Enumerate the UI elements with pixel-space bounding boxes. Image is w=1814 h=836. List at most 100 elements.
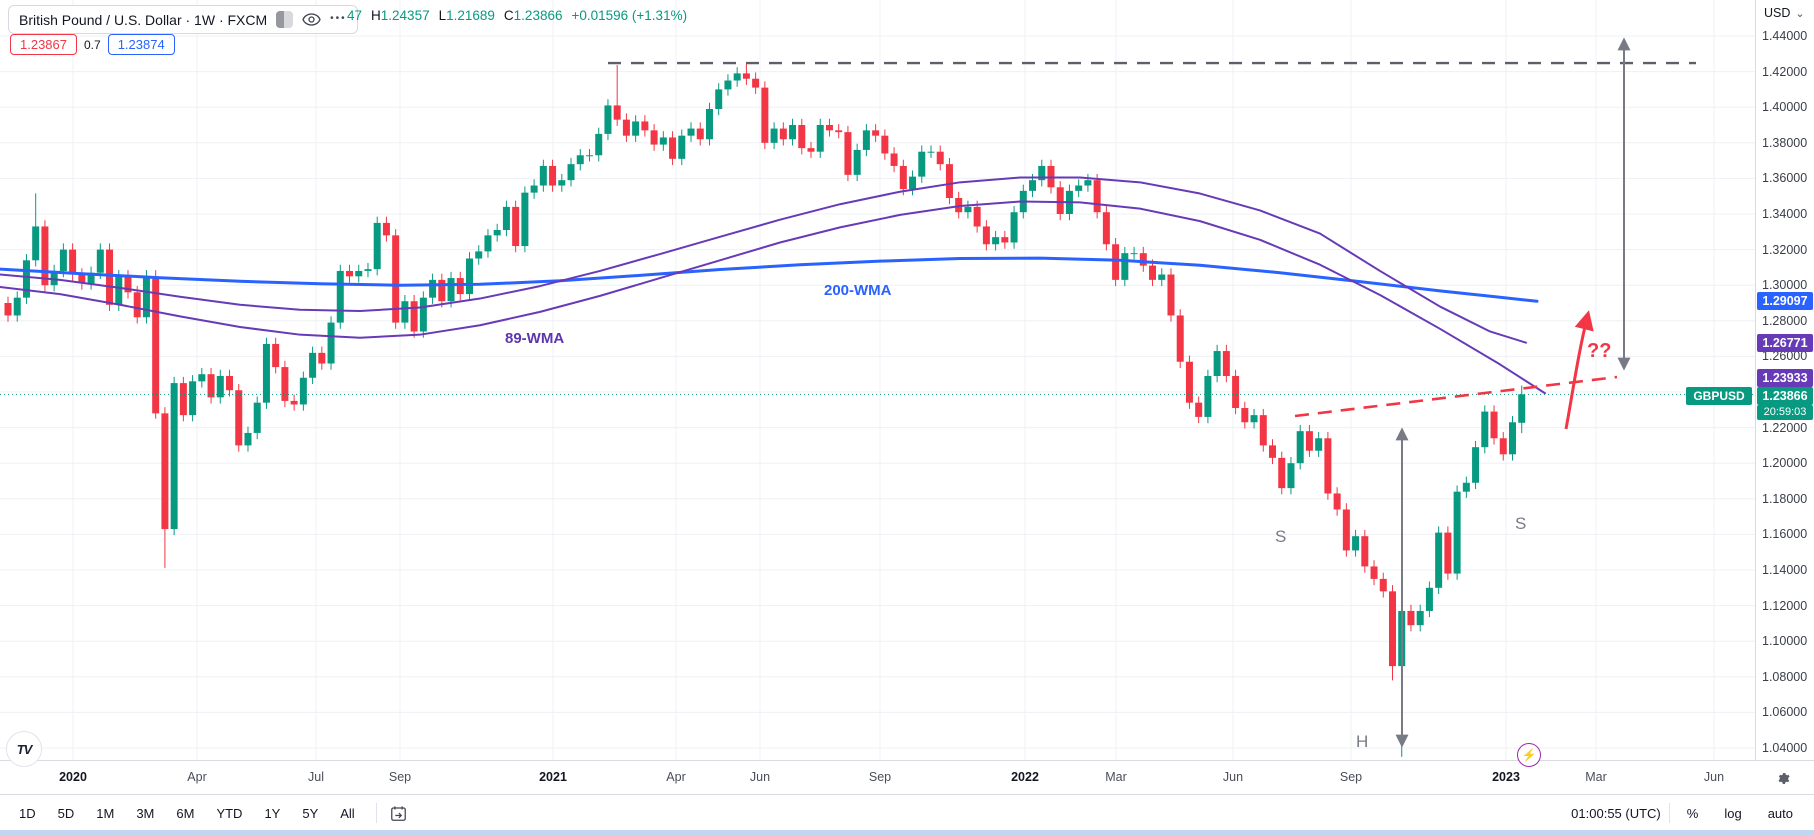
- price-tick: 1.32000: [1762, 242, 1808, 257]
- ma-text-label[interactable]: 89-WMA: [505, 330, 565, 347]
- ohlc-readout: 47 H1.24357 L1.21689 C1.23866 +0.01596 (+1…: [347, 8, 687, 23]
- range-button-All[interactable]: All: [340, 805, 355, 821]
- time-label-Sep[interactable]: Sep: [1339, 770, 1363, 784]
- range-button-1M[interactable]: 1M: [96, 805, 115, 821]
- candle-body: [752, 78, 760, 88]
- ma-line-89-WMA-upper[interactable]: [0, 176, 1527, 344]
- candle-body: [401, 301, 409, 323]
- candle-body: [1315, 438, 1323, 451]
- candle-body: [161, 413, 169, 530]
- eye-icon[interactable]: [302, 13, 321, 26]
- go-to-date-icon[interactable]: [389, 804, 408, 823]
- price-tick: 1.36000: [1762, 171, 1808, 186]
- hs-pattern-label-S[interactable]: S: [1275, 527, 1287, 546]
- symbol-title[interactable]: British Pound / U.S. Dollar · 1W · FXCM: [19, 11, 268, 28]
- time-label-Mar[interactable]: Mar: [1585, 770, 1607, 784]
- candle-body: [936, 151, 944, 165]
- time-label-Apr[interactable]: Apr: [187, 770, 207, 784]
- candlestick-chart[interactable]: [0, 0, 1755, 760]
- scale-button-%[interactable]: %: [1686, 805, 1699, 821]
- time-label-2022[interactable]: 2022: [1011, 770, 1039, 784]
- candle-body: [87, 272, 95, 284]
- more-options-icon[interactable]: •••: [330, 13, 347, 24]
- time-label-Apr[interactable]: Apr: [666, 770, 686, 784]
- sell-button[interactable]: 1.23867: [10, 34, 77, 55]
- scale-button-log[interactable]: log: [1724, 805, 1742, 821]
- time-label-2021[interactable]: 2021: [539, 770, 567, 784]
- candle-body: [244, 432, 252, 446]
- candle-body: [235, 390, 243, 446]
- time-label-Jun[interactable]: Jun: [1703, 770, 1725, 784]
- time-label-Sep[interactable]: Sep: [868, 770, 892, 784]
- ma-line-200-WMA[interactable]: [0, 256, 1539, 303]
- candle-body: [493, 230, 501, 236]
- range-button-5D[interactable]: 5D: [57, 805, 75, 821]
- candle-body: [262, 343, 270, 403]
- time-label-Mar[interactable]: Mar: [1105, 770, 1127, 784]
- time-label-Jul[interactable]: Jul: [308, 770, 324, 784]
- price-tick: 1.08000: [1762, 669, 1808, 684]
- ma-text-label[interactable]: 200-WMA: [824, 282, 892, 299]
- candle-body: [890, 153, 898, 166]
- candle-body: [678, 135, 686, 159]
- candle-body: [1121, 253, 1129, 280]
- question-marks-label[interactable]: ??: [1587, 340, 1612, 362]
- candle-body: [1001, 237, 1009, 243]
- clock-label[interactable]: 01:00:55 (UTC): [1571, 805, 1661, 821]
- range-button-YTD[interactable]: YTD: [216, 805, 243, 821]
- candle-body: [798, 125, 806, 149]
- range-button-1D[interactable]: 1D: [19, 805, 36, 821]
- candle-body: [1462, 482, 1470, 492]
- neckline-trendline[interactable]: [1294, 375, 1618, 418]
- candle-body: [641, 121, 649, 131]
- candle-body: [1176, 315, 1184, 362]
- candle-body: [844, 132, 852, 175]
- time-label-Jun[interactable]: Jun: [1222, 770, 1244, 784]
- price-axis[interactable]: USD ⌄ 1.44000 1.42000 1.40000 1.38000 1.3600…: [1755, 0, 1814, 760]
- candle-body: [1379, 578, 1387, 592]
- range-button-5Y[interactable]: 5Y: [302, 805, 319, 821]
- range-button-3M[interactable]: 3M: [136, 805, 155, 821]
- candle-body: [69, 249, 77, 275]
- price-tick: 1.18000: [1762, 491, 1808, 506]
- candle-body: [825, 125, 833, 131]
- candle-body: [669, 137, 677, 159]
- chart-plot-area[interactable]: British Pound / U.S. Dollar · 1W · FXCM …: [0, 0, 1755, 760]
- time-label-2020[interactable]: 2020: [59, 770, 87, 784]
- idea-lightning-marker[interactable]: ⚡: [1517, 743, 1541, 767]
- candle-body: [1130, 253, 1138, 255]
- candle-body: [1389, 591, 1396, 667]
- price-tick: 1.20000: [1762, 456, 1808, 471]
- candle-body: [32, 226, 40, 261]
- candle-body: [576, 155, 584, 165]
- tradingview-logo[interactable]: TV: [6, 731, 42, 767]
- hs-pattern-label-S[interactable]: S: [1515, 514, 1527, 533]
- ma-line-89-WMA-lower[interactable]: [0, 200, 1546, 395]
- candle-body: [696, 128, 704, 140]
- currency-selector[interactable]: USD ⌄: [1764, 6, 1805, 20]
- candle-body: [964, 206, 972, 213]
- candle-body: [1093, 180, 1101, 213]
- candle-body: [1204, 375, 1212, 417]
- breakout-arrow[interactable]: [1564, 310, 1594, 430]
- candle-body: [198, 374, 206, 382]
- scale-button-auto[interactable]: auto: [1767, 805, 1793, 821]
- hs-pattern-label-H[interactable]: H: [1356, 732, 1369, 751]
- toolbar-divider: [375, 803, 377, 823]
- candle-body: [364, 269, 372, 271]
- time-label-2023[interactable]: 2023: [1492, 770, 1520, 784]
- range-button-6M[interactable]: 6M: [176, 805, 195, 821]
- buy-button[interactable]: 1.23874: [107, 34, 175, 55]
- time-label-Jun[interactable]: Jun: [749, 770, 771, 784]
- candle-body: [1075, 185, 1083, 191]
- candle-body: [179, 383, 187, 416]
- candle-body: [909, 176, 917, 190]
- candle-body: [142, 276, 150, 318]
- gear-icon[interactable]: [1773, 768, 1793, 788]
- time-label-Sep[interactable]: Sep: [388, 770, 412, 784]
- symbol-legend[interactable]: British Pound / U.S. Dollar · 1W · FXCM …: [8, 5, 358, 34]
- time-axis[interactable]: 2020 Apr Jul Sep 2021 Apr Jun Sep 2022 Mar Jun Sep 2…: [0, 760, 1814, 795]
- candle-body: [705, 108, 713, 140]
- candle-body: [410, 301, 418, 332]
- range-button-1Y[interactable]: 1Y: [264, 805, 281, 821]
